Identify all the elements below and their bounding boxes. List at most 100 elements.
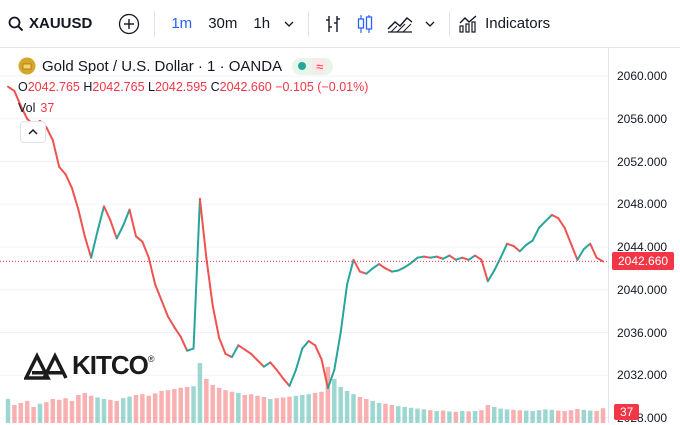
gold-coin-icon bbox=[18, 57, 36, 75]
price-tick: 2032.000 bbox=[617, 368, 668, 383]
chevron-down-icon[interactable] bbox=[284, 21, 294, 27]
toolbar-divider bbox=[154, 10, 156, 37]
volume-bar bbox=[82, 393, 88, 423]
price-tick: 2048.000 bbox=[617, 197, 668, 212]
price-segment bbox=[582, 242, 592, 251]
volume-bar bbox=[191, 386, 196, 423]
interval-1h[interactable]: 1h bbox=[253, 15, 271, 32]
price-segment bbox=[416, 255, 425, 259]
volume-bar bbox=[88, 395, 94, 423]
volume-bar bbox=[76, 395, 81, 423]
volume-bar bbox=[594, 411, 599, 423]
price-segment bbox=[422, 255, 432, 259]
volume-bar bbox=[523, 410, 529, 423]
price-segment bbox=[442, 254, 451, 260]
price-segment bbox=[45, 126, 54, 142]
price-segment bbox=[595, 256, 604, 263]
price-segment bbox=[269, 361, 278, 371]
price-segment bbox=[544, 213, 553, 223]
interval-1m[interactable]: 1m bbox=[171, 15, 193, 32]
status-dot-icon bbox=[298, 62, 307, 70]
price-segment bbox=[435, 255, 445, 260]
price-segment bbox=[154, 283, 163, 302]
chevron-up-icon bbox=[28, 129, 38, 135]
volume-bar bbox=[312, 393, 318, 423]
volume-bar bbox=[357, 397, 363, 423]
volume-bar bbox=[491, 407, 497, 423]
price-segment bbox=[326, 368, 336, 390]
price-segment bbox=[448, 254, 457, 261]
volume-bar bbox=[248, 394, 254, 423]
last-price-badge: 2042.660 bbox=[612, 252, 675, 271]
volume-bar bbox=[440, 410, 446, 423]
price-segment bbox=[13, 89, 22, 107]
price-segment bbox=[51, 139, 61, 168]
volume-bar bbox=[600, 408, 606, 423]
kitco-mark-icon bbox=[24, 351, 68, 380]
price-segment bbox=[179, 335, 189, 352]
volume-value: 37 bbox=[40, 101, 55, 115]
volume-bar bbox=[536, 410, 542, 423]
price-segment bbox=[454, 256, 464, 261]
price-segment bbox=[122, 208, 131, 227]
price-segment bbox=[77, 208, 86, 238]
toolbar-divider bbox=[449, 10, 451, 37]
chevron-down-icon[interactable] bbox=[425, 21, 435, 27]
volume-bar bbox=[63, 398, 68, 423]
price-segment bbox=[205, 256, 214, 307]
volume-bar bbox=[56, 399, 62, 423]
volume-bar bbox=[159, 391, 164, 423]
symbol-search[interactable]: XAUUSD bbox=[8, 15, 92, 32]
chart-pane[interactable] bbox=[0, 48, 608, 423]
collapse-legend-button[interactable] bbox=[20, 121, 46, 143]
bar-chart-icon[interactable] bbox=[323, 14, 343, 34]
volume-bar bbox=[466, 411, 471, 423]
volume-bar bbox=[69, 401, 75, 423]
volume-bar bbox=[319, 391, 324, 423]
price-segment bbox=[147, 256, 157, 286]
volume-bar bbox=[18, 403, 24, 423]
area-chart-icon[interactable] bbox=[387, 14, 413, 34]
volume-bar bbox=[280, 397, 286, 423]
legend-actions[interactable]: ≈ bbox=[292, 57, 334, 75]
price-segment bbox=[256, 359, 265, 368]
price-segment bbox=[211, 304, 221, 339]
top-toolbar: XAUUSD 1m 30m 1h Indicators bbox=[0, 0, 680, 48]
volume-bar bbox=[255, 395, 260, 423]
price-segment bbox=[403, 262, 413, 269]
toolbar-divider bbox=[308, 10, 310, 37]
volume-bar bbox=[332, 379, 337, 423]
volume-bar bbox=[37, 403, 43, 423]
price-segment bbox=[506, 242, 515, 247]
price-axis[interactable]: 2060.000 2056.000 2052.000 2048.000 2044.000… bbox=[608, 48, 680, 425]
price-segment bbox=[320, 358, 329, 390]
price-segment bbox=[294, 347, 304, 371]
volume-bar bbox=[325, 367, 331, 423]
price-segment bbox=[173, 326, 182, 338]
volume-bar bbox=[370, 401, 375, 423]
volume-bar bbox=[172, 389, 177, 423]
volume-bar bbox=[114, 401, 120, 423]
volume-bar bbox=[133, 395, 139, 423]
price-segment bbox=[128, 208, 137, 238]
volume-badge: 37 bbox=[614, 404, 640, 420]
interval-30m[interactable]: 30m bbox=[208, 15, 238, 32]
volume-bar bbox=[568, 410, 574, 423]
high-value: 2042.765 bbox=[92, 80, 145, 94]
compare-add-icon[interactable] bbox=[118, 13, 140, 35]
price-segment bbox=[410, 256, 419, 265]
indicators-button[interactable]: Indicators bbox=[458, 14, 550, 34]
volume-bar bbox=[460, 411, 465, 423]
price-segment bbox=[371, 263, 381, 270]
price-segment bbox=[384, 267, 393, 273]
candles-icon[interactable] bbox=[355, 14, 375, 34]
volume-bar bbox=[184, 387, 190, 423]
kitco-logo: KITCO ® bbox=[24, 350, 155, 381]
price-segment bbox=[461, 256, 470, 261]
price-segment bbox=[218, 336, 227, 355]
price-segment bbox=[301, 340, 310, 350]
price-segment bbox=[186, 347, 195, 352]
volume-bar bbox=[229, 391, 235, 423]
volume-bar bbox=[268, 399, 273, 423]
volume-label: Vol bbox=[18, 101, 36, 115]
